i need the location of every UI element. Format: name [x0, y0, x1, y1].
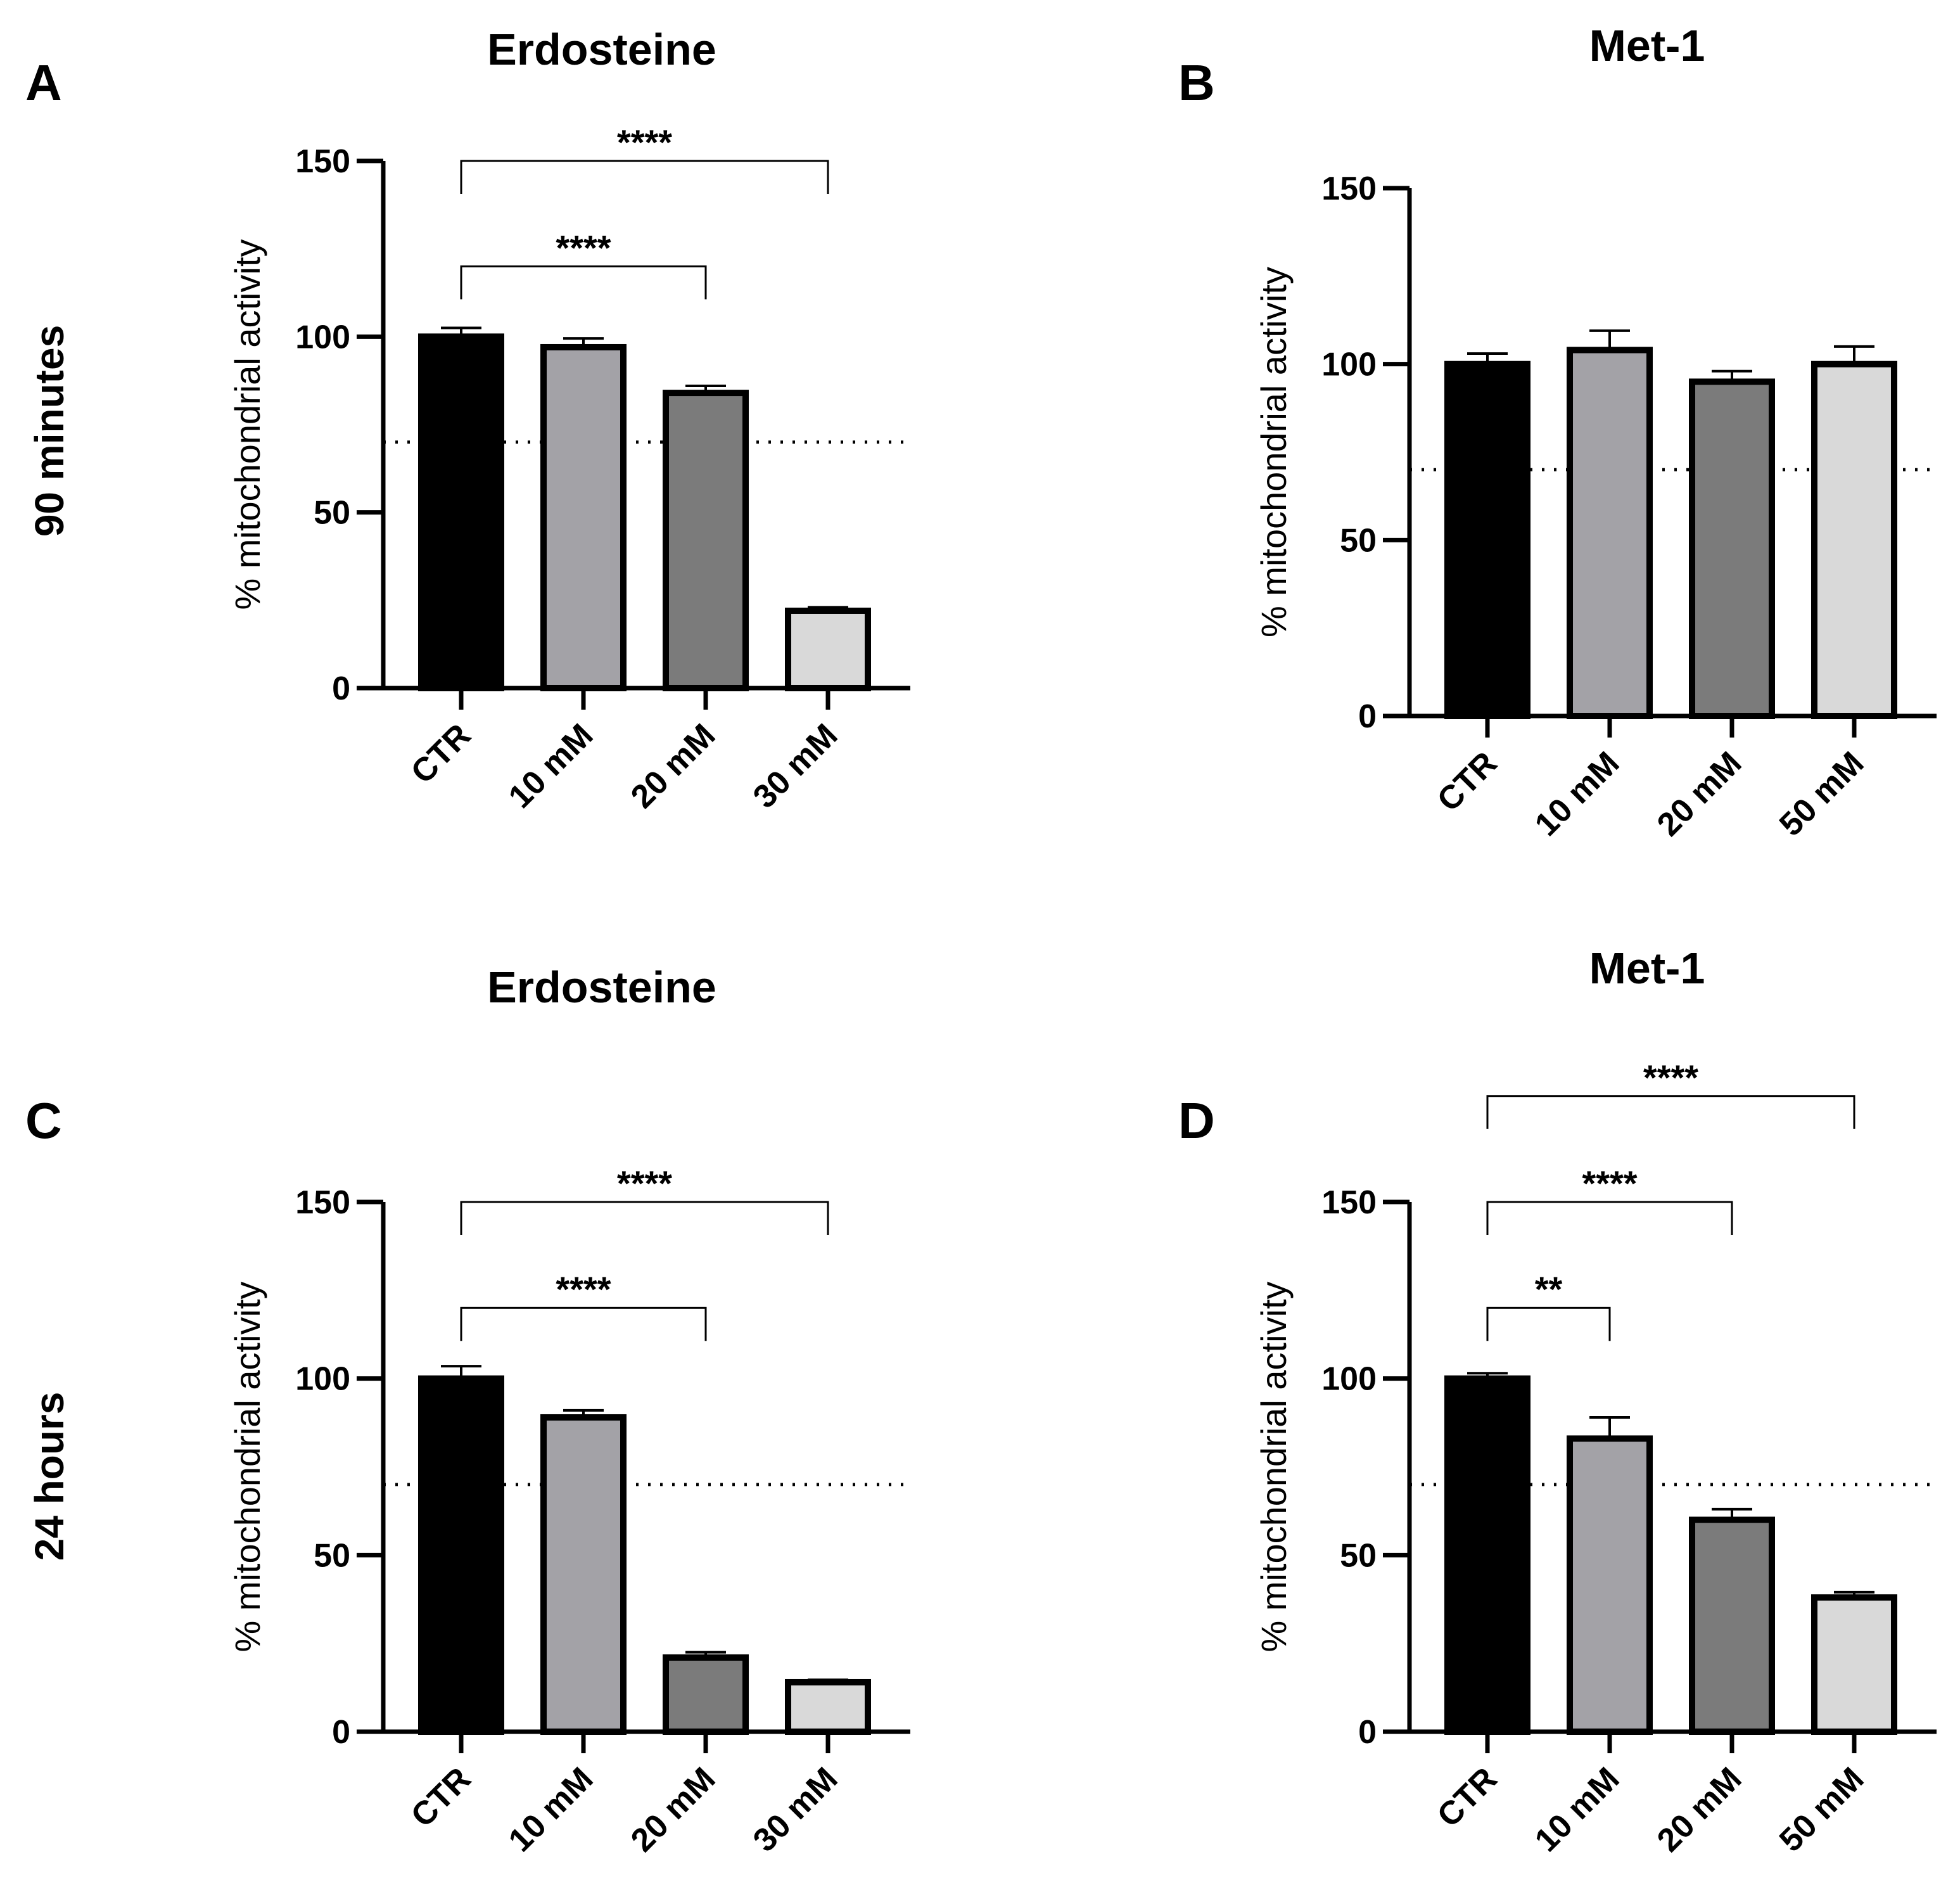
y-tick-label-3: 150	[1321, 170, 1377, 207]
y-tick-label-1: 50	[314, 495, 350, 532]
x-tick-label-0: CTR	[1430, 745, 1505, 819]
chart-title: Met-1	[1589, 943, 1705, 993]
panel-b: B Met-1 % mitochondrial activity 0 50 100 150 C…	[1178, 21, 1937, 843]
significance-label-1: ****	[617, 122, 672, 162]
significance-label-0: **	[1535, 1269, 1563, 1309]
y-axis-label: % mitochondrial activity	[227, 1281, 267, 1652]
x-tick-label-3: 30 mM	[746, 1760, 844, 1858]
x-tick-label-3: 30 mM	[746, 717, 844, 815]
y-tick-label-3: 150	[295, 143, 350, 180]
bar-1	[540, 343, 627, 691]
chart-title: Erdosteine	[487, 25, 716, 74]
y-axis-label: % mitochondrial activity	[227, 239, 267, 610]
x-tick-label-2: 20 mM	[1650, 1760, 1748, 1858]
x-tick-label-2: 20 mM	[624, 717, 722, 815]
y-tick-label-0: 0	[1358, 1714, 1377, 1751]
y-tick-label-3: 150	[295, 1184, 350, 1221]
significance-label-1: ****	[1582, 1163, 1637, 1203]
panel-letter: C	[25, 1092, 62, 1149]
panel-letter: B	[1178, 54, 1215, 111]
x-tick-label-3: 50 mM	[1772, 745, 1871, 843]
x-tick-label-0: CTR	[404, 717, 478, 791]
y-tick-label-2: 100	[295, 1361, 350, 1398]
significance-bracket-1	[460, 160, 829, 194]
significance-label-1: ****	[617, 1163, 672, 1203]
panel-letter: D	[1178, 1092, 1215, 1149]
panel-a: A Erdosteine % mitochondrial activity 0 50 10…	[25, 25, 910, 815]
panel-letter: A	[25, 54, 62, 111]
bar-0	[418, 1375, 504, 1735]
bar-3	[1811, 1594, 1897, 1735]
bar-0	[1444, 1375, 1530, 1735]
bar-0	[1444, 361, 1530, 719]
y-tick-label-2: 100	[1321, 1361, 1377, 1398]
bar-3	[785, 607, 871, 691]
x-tick-label-2: 20 mM	[624, 1760, 722, 1858]
y-tick-label-3: 150	[1321, 1184, 1377, 1221]
bar-2	[663, 390, 749, 692]
bar-2	[663, 1654, 749, 1735]
x-tick-label-0: CTR	[404, 1760, 478, 1834]
x-tick-label-3: 50 mM	[1772, 1760, 1871, 1858]
y-axis-label: % mitochondrial activity	[1254, 1281, 1294, 1652]
chart-title: Met-1	[1589, 21, 1705, 70]
significance-bracket-1	[460, 1201, 829, 1235]
bar-2	[1689, 378, 1775, 719]
bar-3	[1811, 361, 1897, 719]
y-tick-label-0: 0	[332, 670, 350, 707]
y-tick-label-0: 0	[332, 1714, 350, 1751]
chart-title: Erdosteine	[487, 962, 716, 1012]
y-tick-label-2: 100	[1321, 347, 1377, 383]
bar-1	[540, 1414, 627, 1735]
panel-c: C Erdosteine % mitochondrial activity 0 50 10…	[25, 962, 910, 1859]
x-tick-label-1: 10 mM	[1528, 1760, 1626, 1858]
x-tick-label-2: 20 mM	[1650, 745, 1748, 843]
bar-0	[418, 333, 504, 691]
x-tick-label-1: 10 mM	[502, 717, 600, 815]
significance-bracket-0	[1486, 1307, 1611, 1341]
row-label-24-hours: 24 hours	[27, 1392, 72, 1561]
significance-bracket-2	[1486, 1095, 1855, 1129]
x-tick-label-1: 10 mM	[1528, 745, 1626, 843]
y-tick-label-1: 50	[314, 1537, 350, 1574]
y-tick-label-0: 0	[1358, 698, 1377, 735]
y-tick-label-1: 50	[1340, 1537, 1377, 1574]
y-tick-label-1: 50	[1340, 522, 1377, 559]
bar-3	[785, 1678, 871, 1735]
bar-2	[1689, 1516, 1775, 1735]
significance-bracket-0	[460, 265, 707, 300]
x-tick-label-0: CTR	[1430, 1760, 1505, 1834]
significance-label-2: ****	[1643, 1058, 1698, 1097]
significance-bracket-0	[460, 1307, 707, 1341]
bar-1	[1567, 1435, 1653, 1735]
y-axis-label: % mitochondrial activity	[1254, 267, 1294, 637]
bar-1	[1567, 347, 1653, 719]
significance-bracket-1	[1486, 1201, 1733, 1235]
row-label-90-minutes: 90 minutes	[27, 325, 72, 537]
significance-label-0: ****	[556, 227, 611, 267]
panel-d: D Met-1 % mitochondrial activity 0 50 100 150 C…	[1178, 943, 1937, 1859]
y-tick-label-2: 100	[295, 319, 350, 355]
x-tick-label-1: 10 mM	[502, 1760, 600, 1858]
significance-label-0: ****	[556, 1269, 611, 1309]
